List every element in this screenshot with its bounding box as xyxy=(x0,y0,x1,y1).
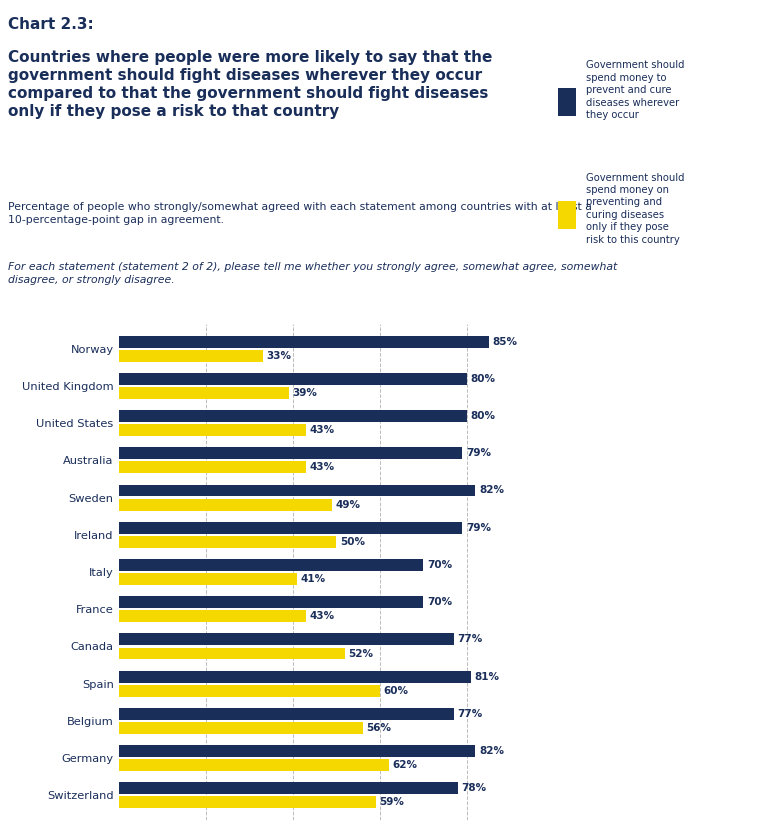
Text: 79%: 79% xyxy=(466,522,491,532)
Bar xyxy=(119,573,298,585)
Bar xyxy=(119,448,462,459)
Text: 56%: 56% xyxy=(366,723,391,733)
Text: 60%: 60% xyxy=(384,686,408,696)
Bar xyxy=(119,387,288,399)
Text: 43%: 43% xyxy=(309,612,335,622)
Text: W: W xyxy=(631,735,681,778)
Text: 77%: 77% xyxy=(458,709,482,719)
Text: 43%: 43% xyxy=(309,463,335,473)
Bar xyxy=(119,410,467,422)
Bar xyxy=(119,484,475,497)
Text: Government should
spend money on
preventing and
curing diseases
only if they pos: Government should spend money on prevent… xyxy=(586,172,684,245)
Text: 49%: 49% xyxy=(335,500,361,510)
Text: 77%: 77% xyxy=(458,634,482,644)
Bar xyxy=(558,88,576,116)
Bar xyxy=(119,647,345,660)
Bar xyxy=(119,597,423,608)
Bar xyxy=(119,685,380,696)
Text: 50%: 50% xyxy=(340,537,365,547)
Text: 52%: 52% xyxy=(348,648,374,658)
Text: 80%: 80% xyxy=(471,374,495,384)
Bar xyxy=(119,373,467,384)
Text: 43%: 43% xyxy=(309,425,335,435)
Bar xyxy=(119,462,306,473)
Text: 85%: 85% xyxy=(492,337,517,347)
Bar xyxy=(119,708,454,720)
Bar xyxy=(119,522,462,533)
Text: wellcome: wellcome xyxy=(626,795,685,808)
Text: 82%: 82% xyxy=(479,486,504,496)
Text: 70%: 70% xyxy=(427,597,452,607)
Bar xyxy=(119,349,262,362)
Bar xyxy=(119,424,306,436)
Bar xyxy=(119,671,471,682)
Text: 33%: 33% xyxy=(266,351,291,361)
Text: 62%: 62% xyxy=(392,760,417,770)
Text: 39%: 39% xyxy=(292,388,317,398)
Bar xyxy=(119,498,332,511)
Text: Chart 2.3:: Chart 2.3: xyxy=(8,17,94,32)
Bar xyxy=(119,722,362,734)
Bar xyxy=(119,782,458,795)
Bar xyxy=(119,611,306,622)
Text: 70%: 70% xyxy=(427,560,452,570)
Text: Percentage of people who strongly/somewhat agreed with each statement among coun: Percentage of people who strongly/somewh… xyxy=(8,202,591,225)
Text: 79%: 79% xyxy=(466,448,491,458)
Bar xyxy=(119,745,475,757)
Text: Countries where people were more likely to say that the
government should fight : Countries where people were more likely … xyxy=(8,50,492,119)
Bar xyxy=(119,559,423,571)
Bar xyxy=(119,335,488,348)
Text: 59%: 59% xyxy=(379,797,404,807)
Bar xyxy=(119,536,337,547)
Text: Government should
spend money to
prevent and cure
diseases wherever
they occur: Government should spend money to prevent… xyxy=(586,61,684,120)
Bar xyxy=(558,201,576,229)
Text: For each statement (statement 2 of 2), please tell me whether you strongly agree: For each statement (statement 2 of 2), p… xyxy=(8,262,617,285)
Text: 78%: 78% xyxy=(461,783,487,793)
Bar xyxy=(119,796,375,809)
Bar xyxy=(119,760,388,771)
Text: 41%: 41% xyxy=(301,574,326,584)
Text: 82%: 82% xyxy=(479,746,504,756)
Text: 80%: 80% xyxy=(471,411,495,421)
Text: 81%: 81% xyxy=(474,671,500,681)
Bar xyxy=(119,633,454,646)
